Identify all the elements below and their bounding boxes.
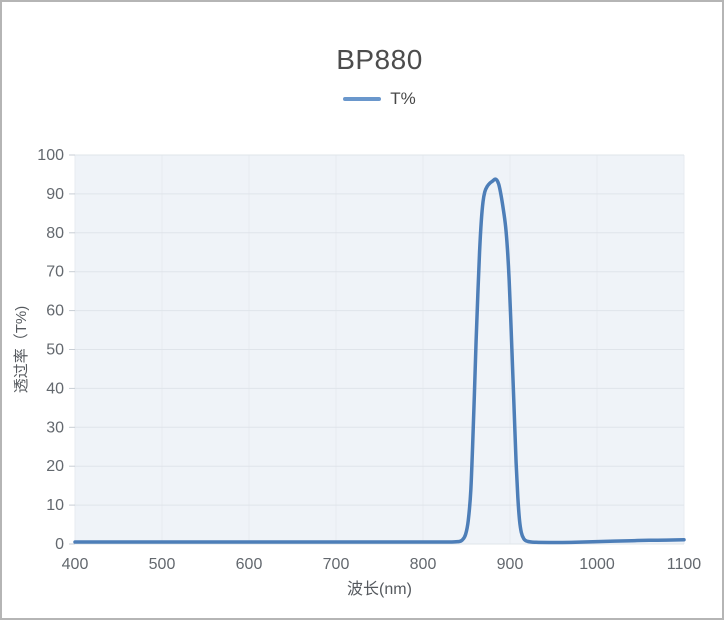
legend[interactable]: T%	[343, 89, 416, 109]
x-tick-label: 900	[497, 556, 524, 573]
x-axis-title: 波长(nm)	[347, 580, 412, 598]
x-tick-label: 800	[410, 556, 437, 573]
y-tick-label: 60	[46, 303, 64, 320]
x-tick-label: 500	[149, 556, 176, 573]
y-tick-label: 90	[46, 186, 64, 203]
y-tick-label: 100	[37, 147, 64, 164]
x-tick-label: 600	[236, 556, 263, 573]
x-tick-label: 700	[323, 556, 350, 573]
x-tick-label: 400	[62, 556, 89, 573]
x-tick-label: 1100	[667, 556, 702, 573]
chart-header: BP880 T%	[75, 2, 684, 109]
y-tick-label: 80	[46, 225, 64, 242]
y-tick-label: 70	[46, 264, 64, 281]
chart-title: BP880	[336, 44, 423, 75]
legend-line-swatch	[343, 97, 382, 101]
y-tick-label: 20	[46, 458, 64, 475]
series-line-Tpct	[73, 177, 686, 545]
y-axis-title: 透过率（T%)	[13, 306, 30, 394]
x-tick-label: 1000	[579, 556, 615, 573]
y-tick-label: 0	[55, 536, 64, 553]
y-tick-label: 50	[46, 342, 64, 359]
y-tick-label: 40	[46, 380, 64, 397]
y-tick-label: 30	[46, 419, 64, 436]
y-tick-label: 10	[46, 497, 64, 514]
legend-series-label: T%	[390, 89, 416, 108]
